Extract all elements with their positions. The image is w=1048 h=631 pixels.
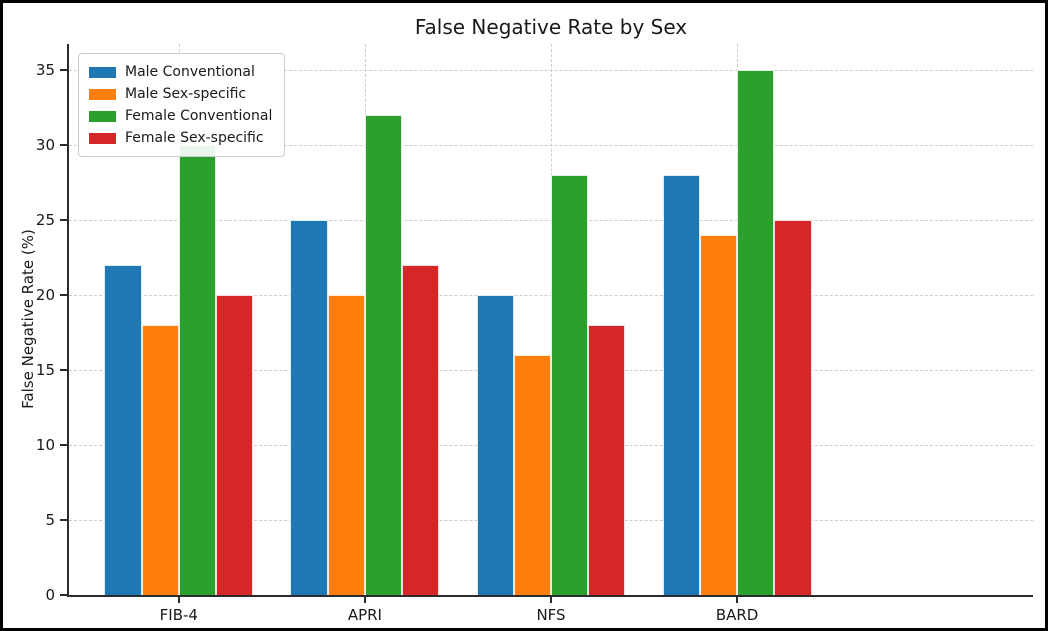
x-tick-label: NFS xyxy=(536,606,566,624)
bar-group xyxy=(104,145,254,595)
x-axis-spine xyxy=(67,595,1033,597)
x-tick-mark xyxy=(177,597,180,603)
x-tick-mark xyxy=(363,597,366,603)
x-tick-mark xyxy=(736,597,739,603)
legend-row: Male Sex-specific xyxy=(89,83,272,105)
y-tick-label: 35 xyxy=(35,61,55,80)
plot-area: 0 5 10 15 20 25 30 35 FIB-4 APRI NFS BARD Male Conv… xyxy=(36,44,1033,624)
bar xyxy=(662,175,700,595)
legend-label: Male Sex-specific xyxy=(125,86,247,102)
bar-group xyxy=(662,70,812,595)
x-tick-mark xyxy=(550,597,552,603)
y-tick-label: 30 xyxy=(35,136,55,155)
legend-swatch xyxy=(89,132,116,144)
y-tick-mark xyxy=(60,594,67,596)
bar-group xyxy=(476,175,626,595)
bar xyxy=(550,175,589,595)
y-tick-label: 10 xyxy=(35,436,55,455)
x-tick-label: FIB-4 xyxy=(159,606,198,624)
y-tick-label: 20 xyxy=(35,286,55,305)
bar xyxy=(774,220,812,595)
bar xyxy=(327,295,365,595)
legend-row: Male Conventional xyxy=(89,61,272,83)
bar xyxy=(364,115,403,595)
bar xyxy=(104,265,142,595)
legend-label: Female Conventional xyxy=(125,108,273,124)
bar xyxy=(476,295,514,595)
bar xyxy=(699,235,738,595)
chart-title: False Negative Rate by Sex xyxy=(414,15,688,39)
bar xyxy=(178,145,216,595)
legend: Male Conventional Male Sex-specific Female… xyxy=(78,53,286,157)
x-tick-label: BARD xyxy=(715,606,759,624)
legend-row: Female Conventional xyxy=(89,105,272,127)
y-tick-mark xyxy=(60,369,67,372)
legend-swatch xyxy=(89,88,116,100)
legend-label: Male Conventional xyxy=(125,64,255,80)
y-axis-label: False Negative Rate (%) xyxy=(19,229,37,409)
bar xyxy=(216,295,254,595)
y-axis-spine xyxy=(67,44,69,597)
y-tick-label: 5 xyxy=(45,511,55,530)
bar-group xyxy=(290,115,440,595)
y-tick-mark xyxy=(60,144,67,147)
bar xyxy=(402,265,440,595)
bar xyxy=(290,220,328,595)
legend-swatch xyxy=(89,110,116,122)
bar xyxy=(141,325,179,595)
y-tick-mark xyxy=(60,69,67,72)
bar xyxy=(737,70,775,595)
bar xyxy=(513,355,551,595)
y-tick-mark xyxy=(60,444,67,447)
y-tick-label: 25 xyxy=(35,211,55,230)
y-tick-mark xyxy=(60,294,67,297)
x-tick-label: APRI xyxy=(347,606,382,624)
bar xyxy=(588,325,626,595)
legend-row: Female Sex-specific xyxy=(89,127,272,149)
y-tick-mark xyxy=(60,219,67,222)
y-tick-label: 15 xyxy=(35,361,55,380)
y-tick-label: 0 xyxy=(45,586,55,604)
y-tick-mark xyxy=(60,519,67,522)
legend-label: Female Sex-specific xyxy=(125,130,264,146)
legend-swatch xyxy=(89,66,116,78)
